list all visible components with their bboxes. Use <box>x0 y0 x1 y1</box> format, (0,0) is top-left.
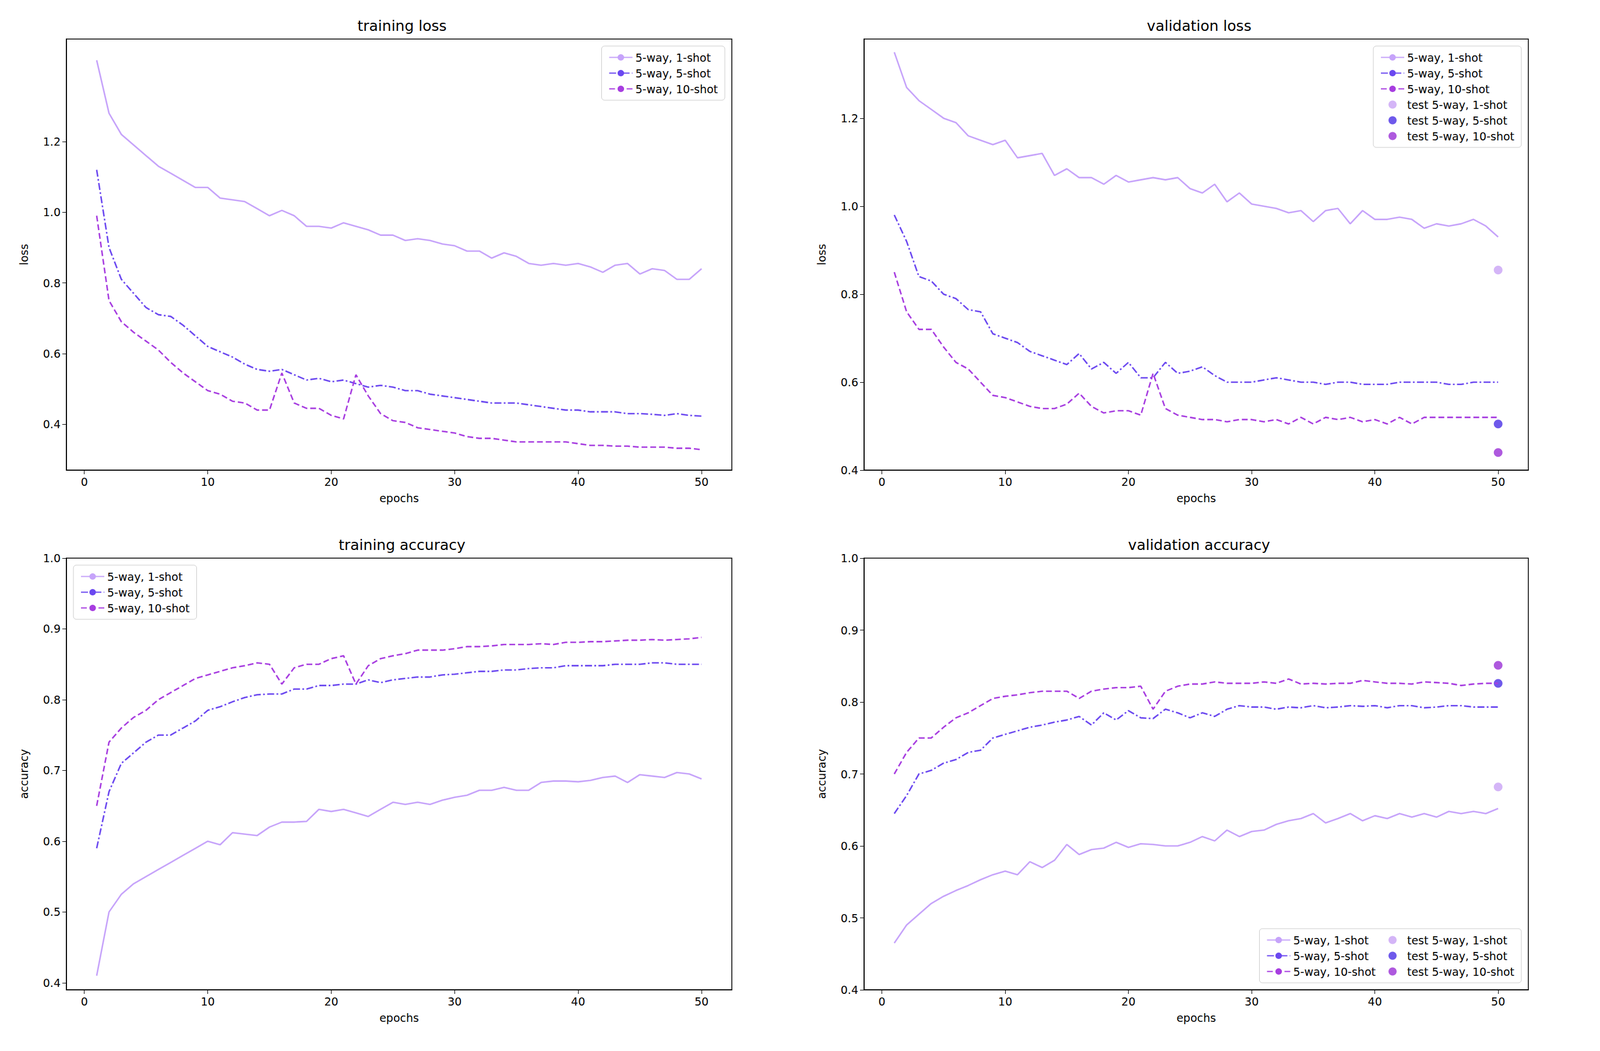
svg-text:5-way, 10-shot: 5-way, 10-shot <box>635 82 719 96</box>
svg-text:epochs: epochs <box>379 491 419 505</box>
svg-text:1.2: 1.2 <box>43 135 61 148</box>
svg-text:1.0: 1.0 <box>840 551 859 565</box>
svg-text:0.7: 0.7 <box>43 763 61 777</box>
svg-text:10: 10 <box>201 475 216 489</box>
svg-text:test 5-way, 10-shot: test 5-way, 10-shot <box>1407 965 1515 979</box>
svg-text:training accuracy: training accuracy <box>338 536 466 554</box>
svg-text:0.9: 0.9 <box>43 622 61 636</box>
svg-text:epochs: epochs <box>1176 1011 1217 1025</box>
svg-text:20: 20 <box>323 475 338 489</box>
svg-text:test 5-way, 5-shot: test 5-way, 5-shot <box>1407 949 1508 963</box>
svg-text:0.8: 0.8 <box>43 276 61 290</box>
svg-text:0.4: 0.4 <box>43 417 61 431</box>
svg-text:0.4: 0.4 <box>840 463 859 477</box>
svg-text:0.7: 0.7 <box>840 767 859 781</box>
svg-text:20: 20 <box>323 995 338 1009</box>
svg-text:0: 0 <box>878 475 886 489</box>
svg-text:40: 40 <box>1368 475 1383 489</box>
svg-text:validation loss: validation loss <box>1146 17 1251 35</box>
svg-text:test 5-way, 10-shot: test 5-way, 10-shot <box>1407 129 1515 143</box>
svg-text:5-way, 1-shot: 5-way, 1-shot <box>107 570 183 584</box>
svg-text:50: 50 <box>694 475 709 489</box>
svg-text:50: 50 <box>1491 475 1506 489</box>
svg-text:5-way, 1-shot: 5-way, 1-shot <box>1292 934 1369 947</box>
svg-text:30: 30 <box>1244 995 1259 1009</box>
svg-text:1.0: 1.0 <box>43 205 61 219</box>
svg-text:5-way, 5-shot: 5-way, 5-shot <box>107 586 183 599</box>
svg-text:0.6: 0.6 <box>840 839 859 853</box>
svg-text:test 5-way, 5-shot: test 5-way, 5-shot <box>1407 114 1508 128</box>
svg-text:5-way, 5-shot: 5-way, 5-shot <box>1407 67 1483 80</box>
svg-text:epochs: epochs <box>379 1011 419 1025</box>
svg-text:0: 0 <box>878 995 886 1009</box>
svg-text:0.6: 0.6 <box>840 375 859 389</box>
svg-text:5-way, 5-shot: 5-way, 5-shot <box>635 67 711 80</box>
svg-text:0.4: 0.4 <box>43 976 61 990</box>
svg-text:0.9: 0.9 <box>840 624 859 637</box>
svg-text:40: 40 <box>571 475 585 489</box>
svg-text:accuracy: accuracy <box>17 749 31 800</box>
svg-text:0.4: 0.4 <box>840 983 859 997</box>
svg-text:40: 40 <box>1368 995 1383 1009</box>
svg-text:0.8: 0.8 <box>840 695 859 709</box>
svg-text:loss: loss <box>17 244 31 266</box>
svg-text:5-way, 1-shot: 5-way, 1-shot <box>1407 51 1483 65</box>
svg-text:loss: loss <box>815 244 828 266</box>
svg-text:training loss: training loss <box>357 17 447 35</box>
svg-text:40: 40 <box>571 995 585 1009</box>
svg-text:1.0: 1.0 <box>43 551 61 565</box>
svg-text:0: 0 <box>80 475 88 489</box>
svg-text:1.0: 1.0 <box>840 199 859 213</box>
svg-text:20: 20 <box>1121 475 1136 489</box>
svg-text:accuracy: accuracy <box>815 749 828 800</box>
svg-text:0.8: 0.8 <box>840 287 859 301</box>
svg-text:20: 20 <box>1121 995 1136 1009</box>
svg-text:0.5: 0.5 <box>43 905 61 919</box>
svg-text:test 5-way, 1-shot: test 5-way, 1-shot <box>1407 98 1508 112</box>
svg-text:30: 30 <box>1244 475 1259 489</box>
svg-text:test 5-way, 1-shot: test 5-way, 1-shot <box>1407 934 1508 947</box>
svg-text:0.8: 0.8 <box>43 693 61 707</box>
svg-text:10: 10 <box>998 475 1013 489</box>
svg-text:epochs: epochs <box>1176 491 1217 505</box>
svg-text:0.6: 0.6 <box>43 347 61 361</box>
svg-text:30: 30 <box>447 995 462 1009</box>
svg-text:1.2: 1.2 <box>840 111 859 125</box>
svg-text:5-way, 10-shot: 5-way, 10-shot <box>1407 82 1490 96</box>
svg-text:0.5: 0.5 <box>840 911 859 925</box>
svg-text:5-way, 1-shot: 5-way, 1-shot <box>635 51 711 65</box>
svg-text:0: 0 <box>80 995 88 1009</box>
svg-text:30: 30 <box>447 475 462 489</box>
svg-text:5-way, 5-shot: 5-way, 5-shot <box>1292 949 1369 963</box>
svg-text:0.6: 0.6 <box>43 834 61 848</box>
svg-text:10: 10 <box>998 995 1013 1009</box>
svg-text:5-way, 10-shot: 5-way, 10-shot <box>107 601 190 615</box>
svg-text:50: 50 <box>1491 995 1506 1009</box>
svg-text:validation accuracy: validation accuracy <box>1128 536 1271 554</box>
svg-text:10: 10 <box>201 995 216 1009</box>
svg-text:5-way, 10-shot: 5-way, 10-shot <box>1292 965 1376 979</box>
svg-text:50: 50 <box>694 995 709 1009</box>
